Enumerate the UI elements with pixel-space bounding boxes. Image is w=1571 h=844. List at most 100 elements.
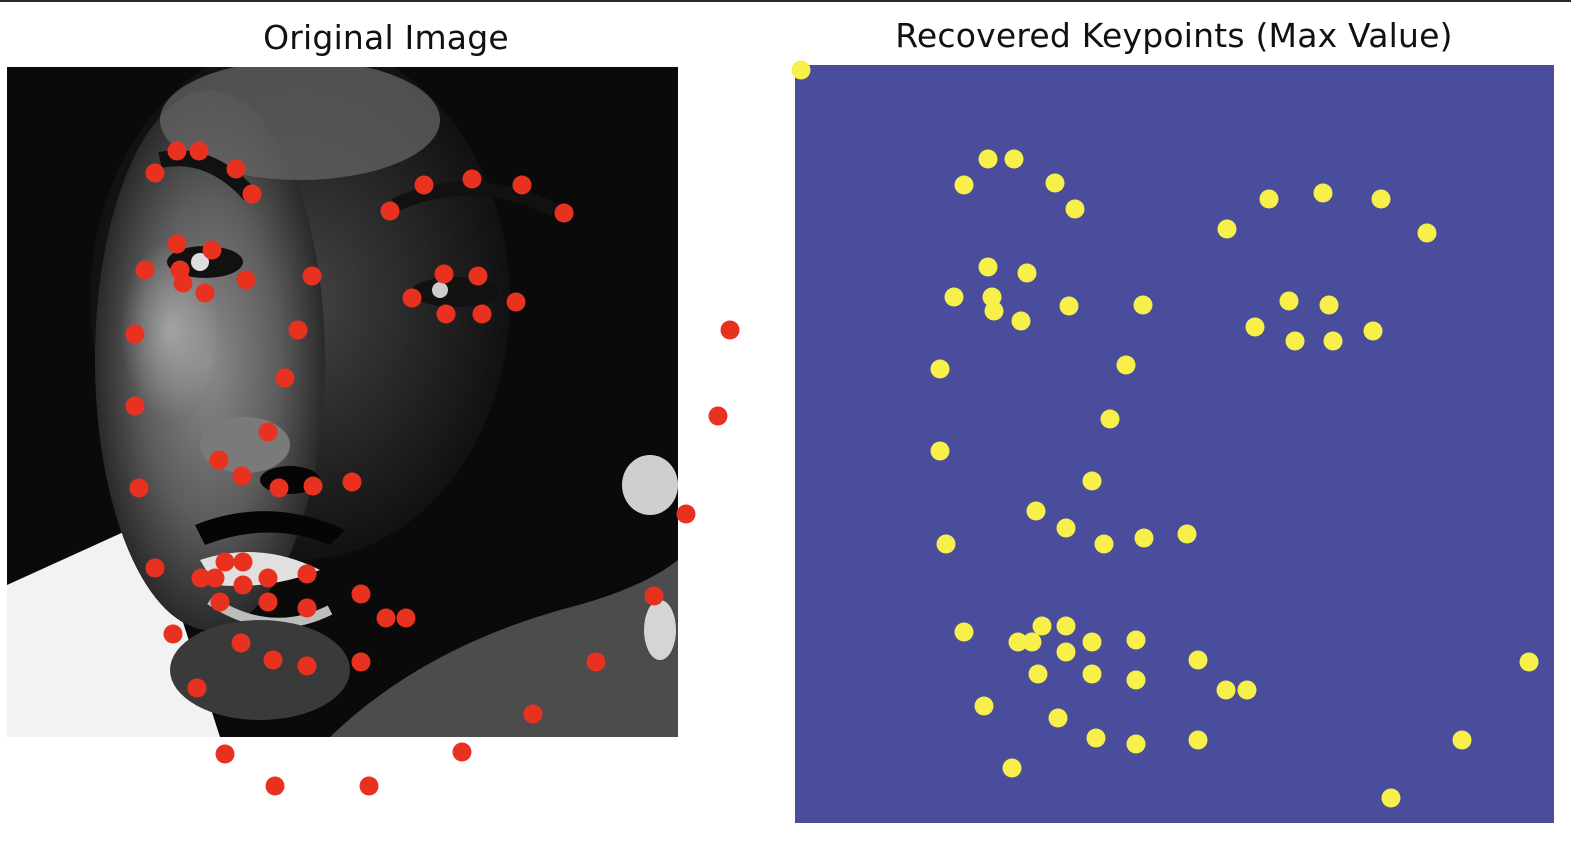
- heatmap-background: [795, 65, 1554, 823]
- recovered-keypoint-marker: [1381, 788, 1401, 808]
- original-keypoints: [125, 141, 740, 796]
- original-keypoint-marker: [396, 608, 416, 628]
- recovered-keypoint-marker: [791, 60, 811, 80]
- recovered-keypoint-marker: [1217, 219, 1237, 239]
- recovered-keypoint-marker: [1082, 471, 1102, 491]
- original-keypoint-marker: [189, 141, 209, 161]
- recovered-keypoint-marker: [1056, 642, 1076, 662]
- recovered-keypoint-marker: [1008, 632, 1028, 652]
- recovered-keypoint-marker: [1519, 652, 1539, 672]
- original-keypoint-marker: [173, 273, 193, 293]
- original-keypoint-marker: [644, 586, 664, 606]
- recovered-keypoint-marker: [1313, 183, 1333, 203]
- recovered-keypoint-marker: [1100, 409, 1120, 429]
- recovered-keypoint-marker: [1032, 616, 1052, 636]
- recovered-keypoint-marker: [1082, 632, 1102, 652]
- original-keypoint-marker: [436, 304, 456, 324]
- original-keypoint-marker: [187, 678, 207, 698]
- original-keypoint-marker: [376, 608, 396, 628]
- recovered-keypoint-marker: [954, 175, 974, 195]
- original-keypoint-marker: [297, 598, 317, 618]
- recovered-keypoint-marker: [1065, 199, 1085, 219]
- original-keypoint-marker: [226, 159, 246, 179]
- recovered-keypoint-marker: [1056, 518, 1076, 538]
- original-keypoint-marker: [233, 552, 253, 572]
- original-photo: [7, 67, 678, 737]
- original-keypoint-marker: [720, 320, 740, 340]
- original-keypoint-marker: [215, 744, 235, 764]
- original-keypoint-marker: [215, 552, 235, 572]
- original-keypoint-marker: [233, 575, 253, 595]
- original-keypoint-marker: [297, 656, 317, 676]
- recovered-keypoint-marker: [930, 359, 950, 379]
- original-keypoint-marker: [302, 266, 322, 286]
- recovered-keypoint-marker: [1004, 149, 1024, 169]
- original-keypoint-marker: [205, 568, 225, 588]
- recovered-keypoint-marker: [1022, 632, 1042, 652]
- original-keypoint-marker: [231, 633, 251, 653]
- recovered-keypoint-marker: [1279, 291, 1299, 311]
- original-keypoint-marker: [195, 283, 215, 303]
- left-panel-title: Original Image: [263, 18, 509, 57]
- recovered-keypoint-marker: [1116, 355, 1136, 375]
- recovered-keypoint-marker: [1417, 223, 1437, 243]
- recovered-keypoint-marker: [1323, 331, 1343, 351]
- original-keypoint-marker: [708, 406, 728, 426]
- recovered-keypoint-marker: [1216, 680, 1236, 700]
- recovered-keypoint-marker: [1094, 534, 1114, 554]
- original-keypoint-marker: [263, 650, 283, 670]
- recovered-keypoint-marker: [1028, 664, 1048, 684]
- original-keypoint-marker: [414, 175, 434, 195]
- original-keypoint-marker: [351, 652, 371, 672]
- recovered-keypoint-marker: [1126, 670, 1146, 690]
- original-keypoint-marker: [676, 504, 696, 524]
- original-keypoint-marker: [210, 592, 230, 612]
- recovered-keypoint-marker: [1082, 664, 1102, 684]
- original-keypoint-marker: [434, 264, 454, 284]
- original-keypoint-marker: [167, 141, 187, 161]
- recovered-keypoint-marker: [1245, 317, 1265, 337]
- recovered-keypoint-marker: [1285, 331, 1305, 351]
- recovered-keypoint-marker: [984, 301, 1004, 321]
- original-keypoint-marker: [380, 201, 400, 221]
- original-keypoint-marker: [351, 584, 371, 604]
- original-keypoint-marker: [202, 240, 222, 260]
- original-keypoint-marker: [472, 304, 492, 324]
- recovered-keypoint-marker: [1363, 321, 1383, 341]
- original-keypoint-marker: [232, 466, 252, 486]
- recovered-keypoint-marker: [1048, 708, 1068, 728]
- recovered-keypoint-marker: [978, 257, 998, 277]
- recovered-keypoint-marker: [944, 287, 964, 307]
- original-keypoint-marker: [258, 592, 278, 612]
- original-keypoint-marker: [402, 288, 422, 308]
- recovered-keypoint-marker: [1133, 295, 1153, 315]
- recovered-keypoint-marker: [1237, 680, 1257, 700]
- original-keypoint-marker: [167, 234, 187, 254]
- recovered-keypoint-marker: [1059, 296, 1079, 316]
- original-keypoint-marker: [265, 776, 285, 796]
- recovered-keypoint-marker: [1177, 524, 1197, 544]
- recovered-keypoint-marker: [974, 696, 994, 716]
- recovered-keypoint-marker: [1371, 189, 1391, 209]
- recovered-keypoint-marker: [1259, 189, 1279, 209]
- recovered-keypoint-marker: [1452, 730, 1472, 750]
- original-keypoint-marker: [554, 203, 574, 223]
- recovered-keypoint-marker: [936, 534, 956, 554]
- original-keypoint-marker: [191, 568, 211, 588]
- original-keypoint-marker: [269, 478, 289, 498]
- recovered-keypoint-marker: [1188, 730, 1208, 750]
- recovered-keypoint-marker: [930, 441, 950, 461]
- original-keypoint-marker: [586, 652, 606, 672]
- original-keypoint-marker: [288, 320, 308, 340]
- recovered-keypoint-marker: [1011, 311, 1031, 331]
- original-keypoint-marker: [209, 450, 229, 470]
- original-keypoint-marker: [452, 742, 472, 762]
- original-keypoint-marker: [359, 776, 379, 796]
- recovered-keypoint-marker: [1319, 295, 1339, 315]
- original-keypoint-marker: [236, 270, 256, 290]
- original-keypoint-marker: [506, 292, 526, 312]
- recovered-keypoint-marker: [1002, 758, 1022, 778]
- recovered-keypoint-marker: [954, 622, 974, 642]
- recovered-keypoint-marker: [1134, 528, 1154, 548]
